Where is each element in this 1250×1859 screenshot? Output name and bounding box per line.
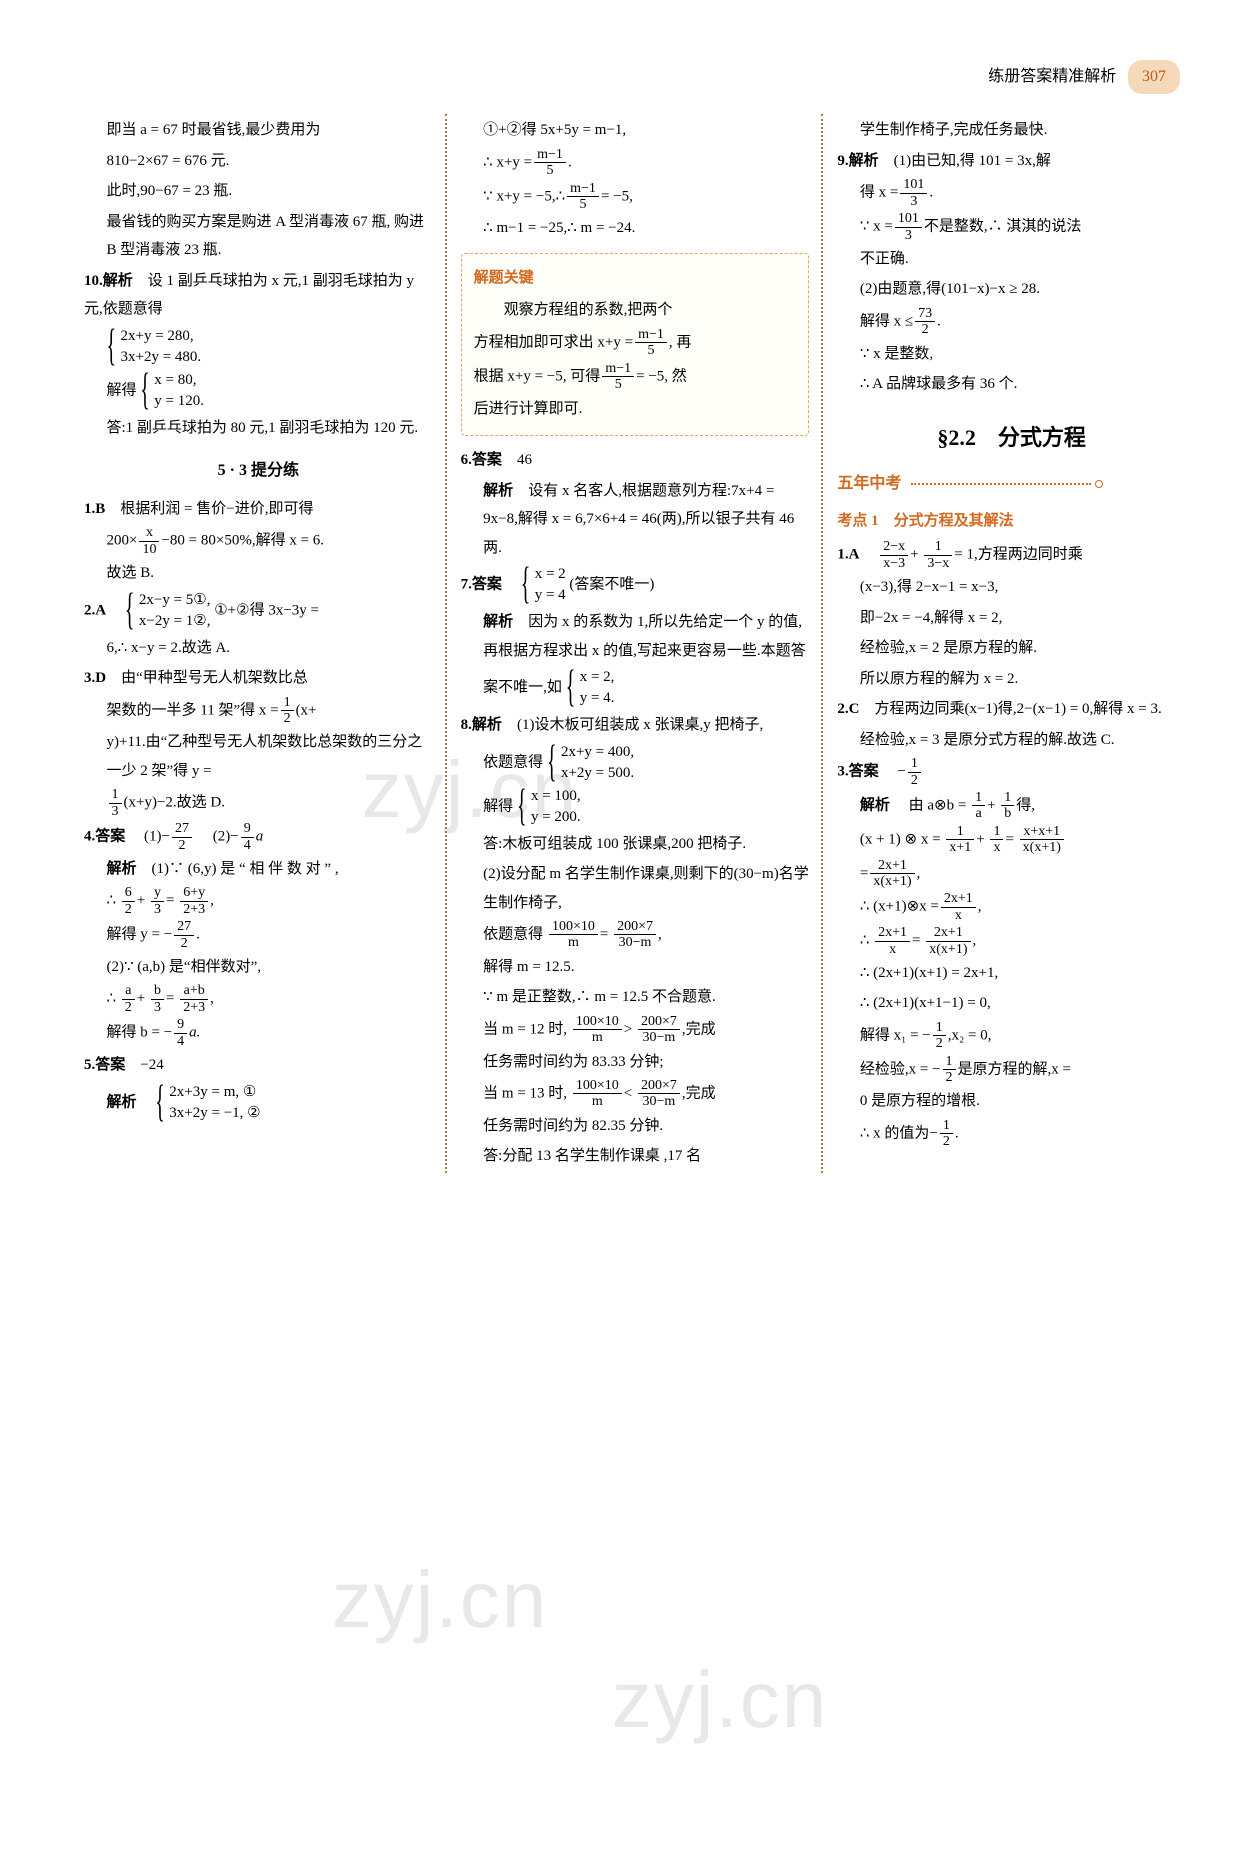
- item-1: 1.B 根据利润 = 售价−进价,即可得: [84, 495, 433, 524]
- item-7: 7.答案 x = 2y = 4 (答案不唯一): [461, 564, 810, 606]
- body-text: 解析 设有 x 名客人,根据题意列方程:7x+4 = 9x−8,解得 x = 6…: [461, 477, 810, 563]
- body-text: 任务需时间约为 83.33 分钟;: [461, 1048, 810, 1077]
- body-text: 经检验,x = 2 是原方程的解.: [837, 634, 1186, 663]
- section-title: 5 · 3 提分练: [84, 456, 433, 486]
- equation: 解得 y = −272.: [84, 919, 433, 951]
- equation: ∴ 2x+1x= 2x+1x(x+1),: [837, 925, 1186, 957]
- equation: 依题意得 100×10m= 200×730−m,: [461, 919, 810, 951]
- equation: 13(x+y)−2.故选 D.: [84, 787, 433, 819]
- tip-box: 解题关键 观察方程组的系数,把两个 方程相加即可求出 x+y =m−15, 再 …: [461, 253, 810, 436]
- body-text: y)+11.由“乙种型号无人机架数比总架数的三分之一少 2 架”得 y =: [84, 728, 433, 785]
- equation: 方程相加即可求出 x+y =m−15, 再: [474, 327, 797, 359]
- column-middle: ①+②得 5x+5y = m−1, ∴ x+y =m−15. ∵ x+y = −…: [447, 114, 824, 1172]
- section-title: §2.2 分式方程: [837, 417, 1186, 459]
- body-text: ∴ (2x+1)(x+1) = 2x+1,: [837, 959, 1186, 988]
- body-text: 0 是原方程的增根.: [837, 1087, 1186, 1116]
- body-text: ∵ m 是正整数,∴ m = 12.5 不合题意.: [461, 983, 810, 1012]
- item-3: 3.D 由“甲种型号无人机架数比总: [84, 664, 433, 693]
- kaodian: 考点 1 分式方程及其解法: [837, 507, 1186, 536]
- equation: ∴ x+y =m−15.: [461, 147, 810, 179]
- item-10: 10.解析 设 1 副乒乓球拍为 x 元,1 副羽毛球拍为 y 元,依题意得: [84, 267, 433, 324]
- item-9: 9.解析 (1)由已知,得 101 = 3x,解: [837, 147, 1186, 176]
- equation: 解得 b = −94a.: [84, 1017, 433, 1049]
- equation: 解得 x = 80,y = 120.: [84, 370, 433, 412]
- equation: 当 m = 13 时, 100×10m< 200×730−m,完成: [461, 1078, 810, 1110]
- equation: 当 m = 12 时, 100×10m> 200×730−m,完成: [461, 1014, 810, 1046]
- tip-head: 解题关键: [474, 264, 797, 293]
- body-text: 解析 因为 x 的系数为 1,所以先给定一个 y 的值,再根据方程求出 x 的值…: [461, 608, 810, 665]
- item-2: 2.C 方程两边同乘(x−1)得,2−(x−1) = 0,解得 x = 3.: [837, 695, 1186, 724]
- item-8: 8.解析 (1)设木板可组装成 x 张课桌,y 把椅子,: [461, 711, 810, 740]
- equation: 2x+y = 280,3x+2y = 480.: [84, 326, 433, 368]
- header-label: 练册答案精准解析: [988, 62, 1116, 92]
- body-text: ∴ m−1 = −25,∴ m = −24.: [461, 214, 810, 243]
- body-text: 解析 (1)∵ (6,y) 是 “ 相 伴 数 对 ” ,: [84, 855, 433, 884]
- body-text: (x−3),得 2−x−1 = x−3,: [837, 573, 1186, 602]
- page-header: 练册答案精准解析 307: [70, 60, 1200, 94]
- body-text: ∵ x 是整数,: [837, 340, 1186, 369]
- body-text: 设 1 副乒乓球拍为 x 元,1 副羽毛球拍为 y 元,依题意得: [84, 273, 414, 318]
- body-text: 后进行计算即可.: [474, 395, 797, 424]
- body-text: 解得 m = 12.5.: [461, 953, 810, 982]
- body-text: ∴ A 品牌球最多有 36 个.: [837, 370, 1186, 399]
- equation: 解得 x ≤732.: [837, 306, 1186, 338]
- body-text: (2)∵ (a,b) 是“相伴数对”,: [84, 953, 433, 982]
- equation: ∵ x+y = −5,∴m−15= −5,: [461, 181, 810, 213]
- equation: 经检验,x = −12是原方程的解,x =: [837, 1054, 1186, 1086]
- body-text: (2)设分配 m 名学生制作课桌,则剩下的(30−m)名学生制作椅子,: [461, 860, 810, 917]
- item-4: 4.答案 (1)−272 (2)−94a: [84, 821, 433, 853]
- body-text: 答:分配 13 名学生制作课桌 ,17 名: [461, 1142, 810, 1171]
- equation: ∴ x 的值为−12.: [837, 1118, 1186, 1150]
- equation: 200×x10−80 = 80×50%,解得 x = 6.: [84, 525, 433, 557]
- body-text: ①+②得 5x+5y = m−1,: [461, 116, 810, 145]
- equation: ∴ a2+ b3= a+b2+3,: [84, 983, 433, 1015]
- body-text: 6,∴ x−y = 2.故选 A.: [84, 634, 433, 663]
- item-3: 3.答案 −12: [837, 756, 1186, 788]
- equation: =2x+1x(x+1),: [837, 858, 1186, 890]
- body-text: (2)由题意,得(101−x)−x ≥ 28.: [837, 275, 1186, 304]
- equation: 解析 由 a⊗b = 1a+ 1b得,: [837, 790, 1186, 822]
- equation: (x + 1) ⊗ x = 1x+1+ 1x= x+x+1x(x+1): [837, 824, 1186, 856]
- item-2: 2.A 2x−y = 5①,x−2y = 1②, ①+②得 3x−3y =: [84, 590, 433, 632]
- body-text: ∴ (2x+1)(x+1−1) = 0,: [837, 989, 1186, 1018]
- body-text: 故选 B.: [84, 559, 433, 588]
- watermark: zyj.cn: [332, 1524, 549, 1676]
- page-number: 307: [1128, 60, 1180, 94]
- body-text: 任务需时间约为 82.35 分钟.: [461, 1112, 810, 1141]
- equation: 依题意得 2x+y = 400,x+2y = 500.: [461, 742, 810, 784]
- body-text: 最省钱的购买方案是购进 A 型消毒液 67 瓶, 购进 B 型消毒液 23 瓶.: [84, 208, 433, 265]
- body-text: 即−2x = −4,解得 x = 2,: [837, 604, 1186, 633]
- body-text: 不正确.: [837, 245, 1186, 274]
- item-5: 5.答案 −24: [84, 1051, 433, 1080]
- item-1: 1.A 2−xx−3+ 13−x= 1,方程两边同时乘: [837, 539, 1186, 571]
- body-text: 答:木板可组装成 100 张课桌,200 把椅子.: [461, 830, 810, 859]
- column-right: 学生制作椅子,完成任务最快. 9.解析 (1)由已知,得 101 = 3x,解 …: [823, 114, 1200, 1172]
- equation: 架数的一半多 11 架”得 x =12(x+: [84, 695, 433, 727]
- body-text: 答:1 副乒乓球拍为 80 元,1 副羽毛球拍为 120 元.: [84, 414, 433, 443]
- body-text: 810−2×67 = 676 元.: [84, 147, 433, 176]
- equation: 根据 x+y = −5, 可得m−15= −5, 然: [474, 361, 797, 393]
- equation: ∴ 62+ y3= 6+y2+3,: [84, 885, 433, 917]
- item-6: 6.答案 46: [461, 446, 810, 475]
- body-text: 经检验,x = 3 是原分式方程的解.故选 C.: [837, 726, 1186, 755]
- item-head: 10.解析: [84, 273, 133, 289]
- equation: 解得 x₁ = −12,x₂ = 0,: [837, 1020, 1186, 1052]
- equation: 案不唯一,如 x = 2,y = 4.: [461, 667, 810, 709]
- equation: 解析 2x+3y = m, ①3x+2y = −1, ②: [84, 1082, 433, 1124]
- body-text: 学生制作椅子,完成任务最快.: [837, 116, 1186, 145]
- equation: 解得 x = 100,y = 200.: [461, 786, 810, 828]
- body-text: 观察方程组的系数,把两个: [474, 296, 797, 325]
- watermark: zyj.cn: [612, 1624, 829, 1776]
- equation: 得 x =1013.: [837, 177, 1186, 209]
- body-text: 所以原方程的解为 x = 2.: [837, 665, 1186, 694]
- exam-head: 五年中考: [837, 469, 1186, 499]
- equation: ∴ (x+1)⊗x =2x+1x,: [837, 891, 1186, 923]
- body-text: 即当 a = 67 时最省钱,最少费用为: [84, 116, 433, 145]
- column-left: 即当 a = 67 时最省钱,最少费用为 810−2×67 = 676 元. 此…: [70, 114, 447, 1172]
- equation: ∵ x =1013不是整数,∴ 淇淇的说法: [837, 211, 1186, 243]
- body-text: 此时,90−67 = 23 瓶.: [84, 177, 433, 206]
